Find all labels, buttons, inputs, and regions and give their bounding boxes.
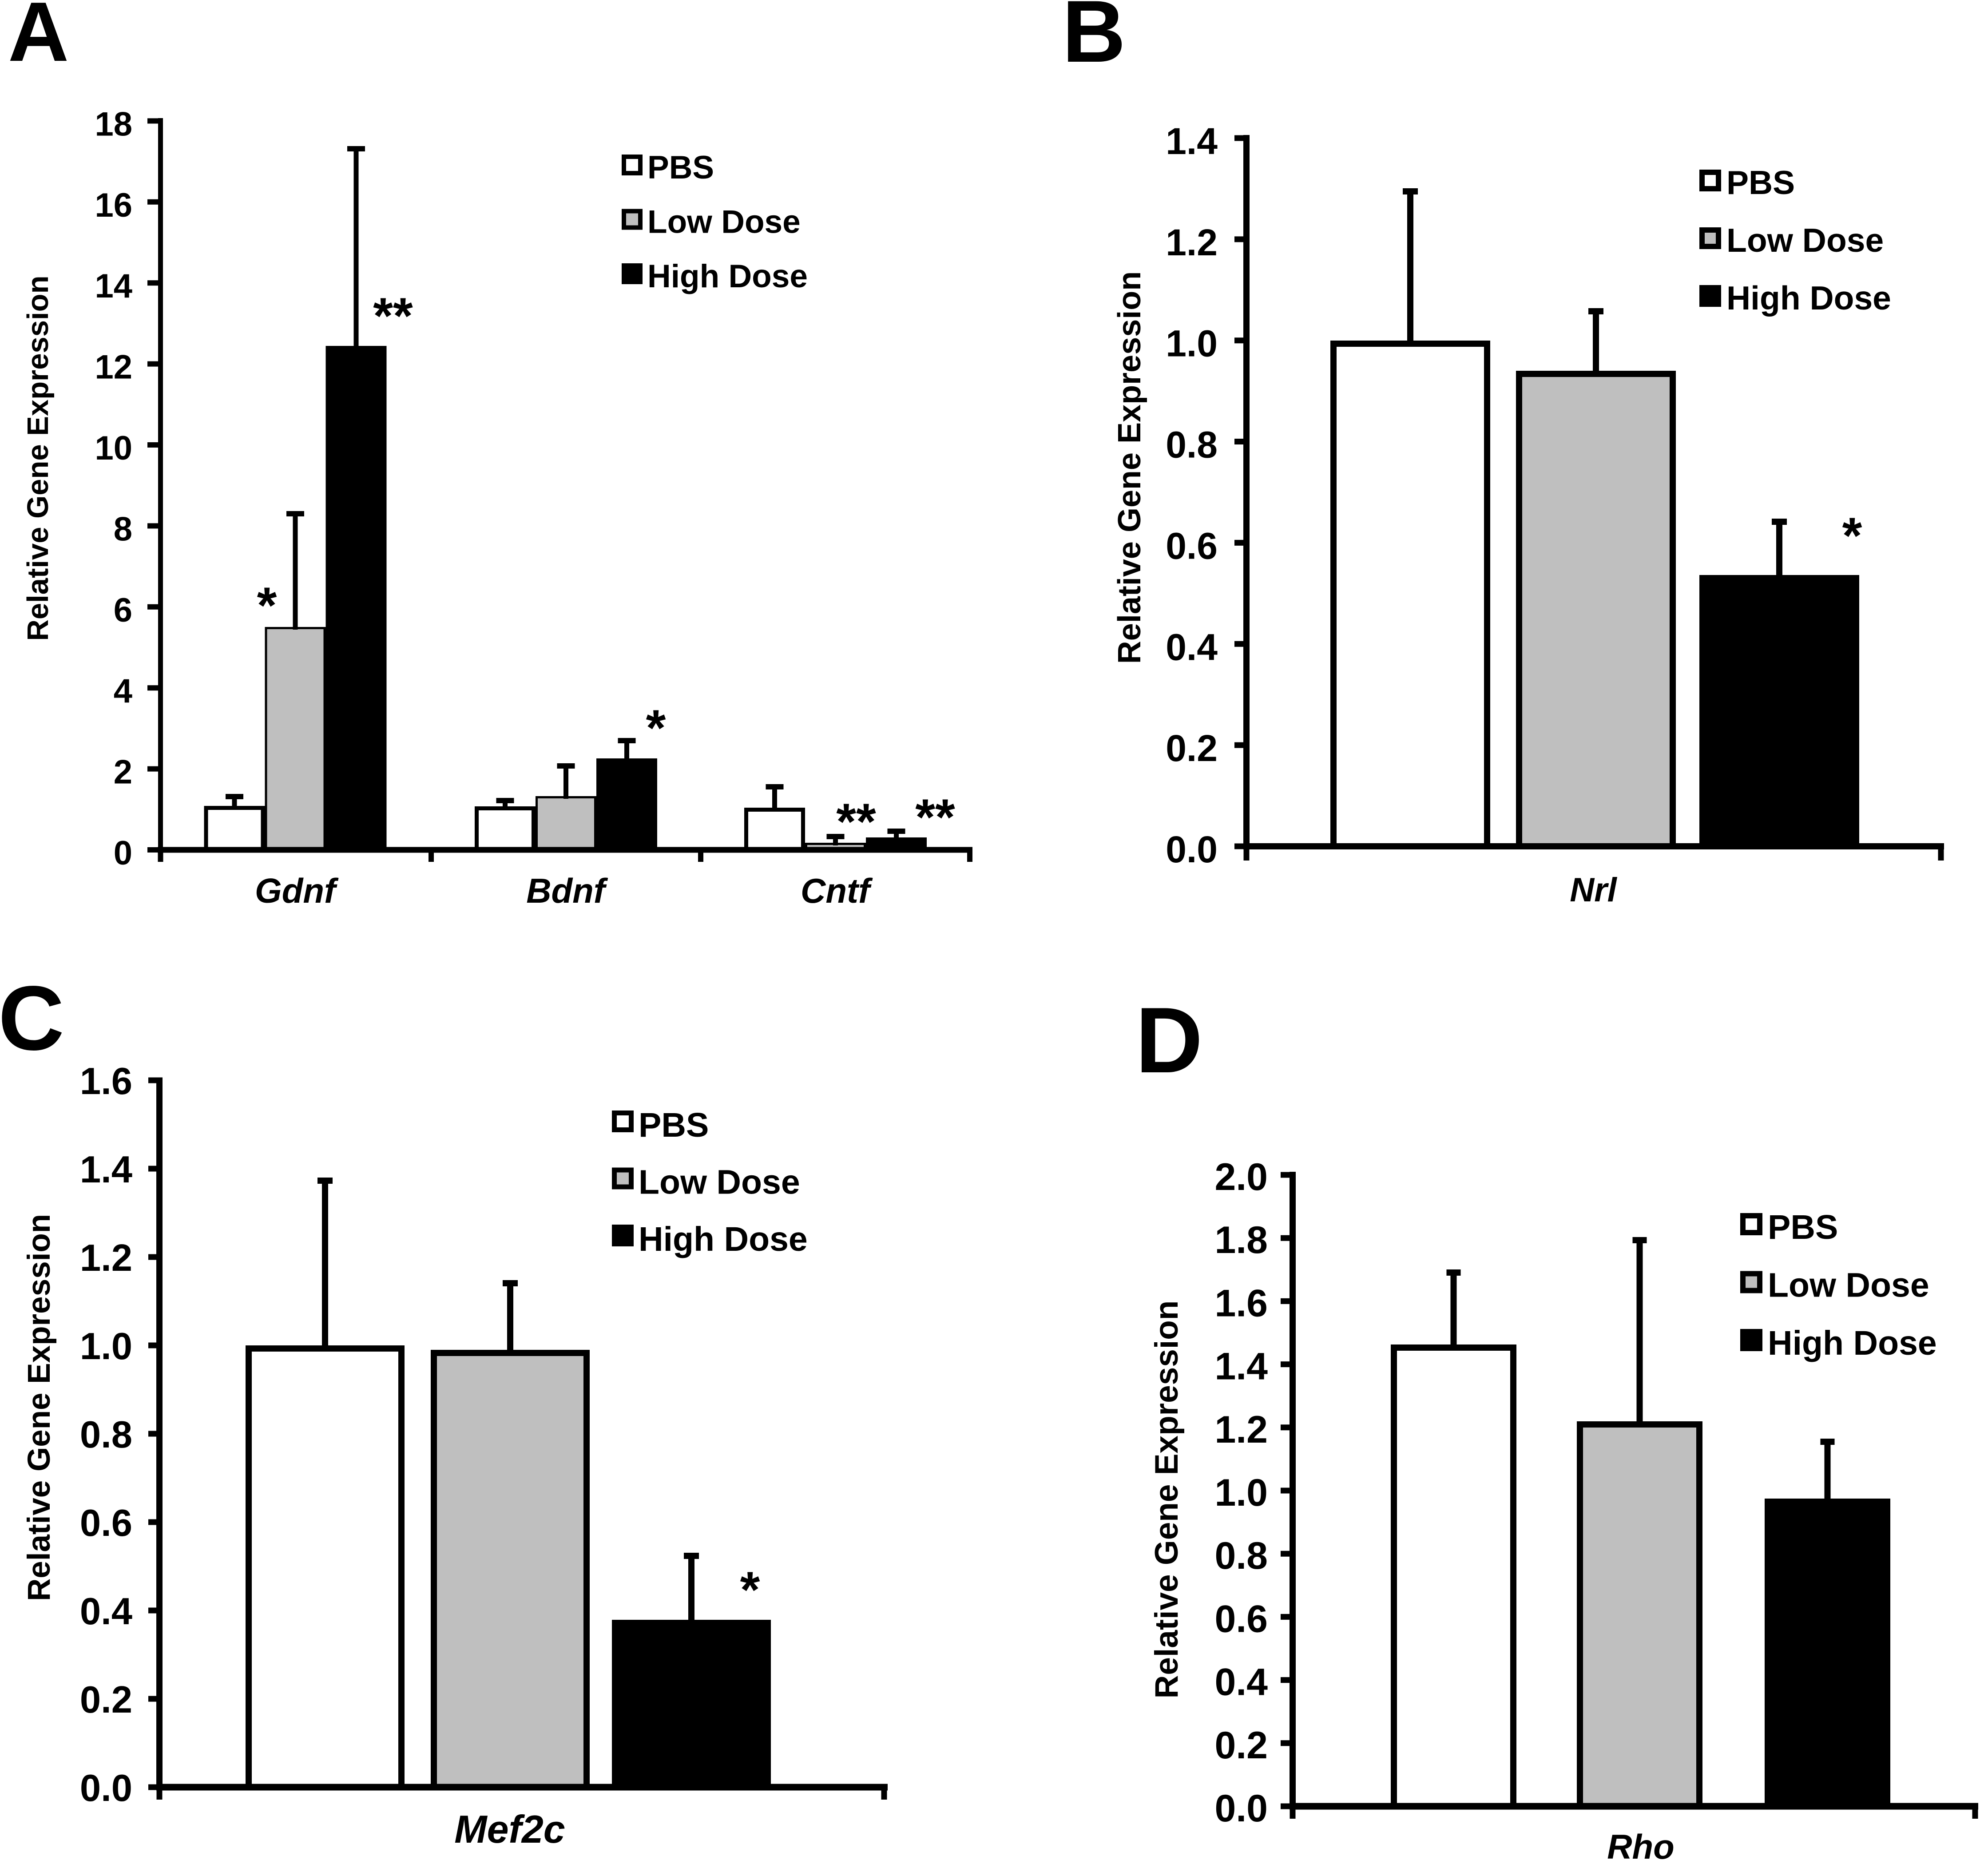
svg-text:*: * — [257, 577, 277, 634]
svg-text:Bdnf: Bdnf — [526, 871, 608, 910]
svg-text:*: * — [646, 700, 666, 757]
svg-text:0.4: 0.4 — [1166, 626, 1218, 668]
svg-text:Nrl: Nrl — [1570, 871, 1617, 909]
svg-text:A: A — [8, 0, 69, 79]
svg-text:High Dose: High Dose — [1726, 279, 1891, 317]
svg-text:Low Dose: Low Dose — [647, 204, 801, 240]
svg-text:Rho: Rho — [1607, 1827, 1675, 1862]
svg-text:0.6: 0.6 — [1214, 1598, 1268, 1640]
svg-text:1.4: 1.4 — [1214, 1345, 1268, 1388]
svg-text:0.2: 0.2 — [1166, 727, 1218, 769]
svg-text:Low Dose: Low Dose — [1768, 1266, 1929, 1305]
svg-text:PBS: PBS — [647, 150, 714, 186]
svg-text:10: 10 — [95, 429, 132, 467]
svg-text:1.2: 1.2 — [1166, 222, 1218, 263]
svg-text:High Dose: High Dose — [639, 1220, 808, 1258]
svg-text:Mef2c: Mef2c — [454, 1807, 565, 1851]
svg-text:0.2: 0.2 — [80, 1679, 132, 1721]
svg-text:0.6: 0.6 — [1166, 525, 1218, 567]
svg-text:B: B — [1062, 0, 1126, 80]
svg-text:2.0: 2.0 — [1214, 1156, 1268, 1198]
svg-text:14: 14 — [95, 267, 132, 305]
svg-text:Low Dose: Low Dose — [1726, 222, 1884, 259]
svg-text:2: 2 — [114, 754, 132, 791]
svg-text:High Dose: High Dose — [1768, 1324, 1937, 1362]
svg-text:0.8: 0.8 — [1166, 424, 1218, 466]
svg-text:PBS: PBS — [639, 1106, 709, 1144]
svg-text:Cntf: Cntf — [801, 871, 873, 910]
svg-text:1.2: 1.2 — [1214, 1408, 1268, 1451]
svg-text:1.4: 1.4 — [1166, 120, 1218, 162]
svg-text:**: ** — [915, 789, 955, 846]
svg-text:Relative Gene Expression: Relative Gene Expression — [21, 276, 55, 641]
svg-text:Relative Gene Expression: Relative Gene Expression — [1149, 1301, 1185, 1699]
svg-text:18: 18 — [95, 105, 132, 143]
svg-text:*: * — [740, 1562, 760, 1618]
svg-text:0.0: 0.0 — [1166, 829, 1218, 870]
svg-text:6: 6 — [114, 591, 132, 629]
svg-text:1.6: 1.6 — [80, 1060, 132, 1103]
svg-text:1.0: 1.0 — [80, 1325, 132, 1368]
svg-text:1.0: 1.0 — [1214, 1471, 1268, 1514]
svg-text:0: 0 — [114, 834, 132, 872]
svg-text:8: 8 — [114, 510, 132, 548]
svg-text:0.6: 0.6 — [80, 1502, 132, 1544]
svg-text:12: 12 — [95, 349, 132, 386]
svg-text:**: ** — [836, 793, 876, 850]
svg-text:1.0: 1.0 — [1166, 323, 1218, 365]
svg-text:1.6: 1.6 — [1214, 1282, 1268, 1325]
svg-text:0.8: 0.8 — [1214, 1535, 1268, 1577]
svg-text:PBS: PBS — [1768, 1208, 1838, 1246]
svg-text:1.4: 1.4 — [80, 1149, 132, 1191]
svg-text:0.2: 0.2 — [1214, 1724, 1268, 1767]
svg-text:C: C — [0, 967, 64, 1069]
svg-text:16: 16 — [95, 186, 132, 224]
svg-text:0.4: 0.4 — [1214, 1661, 1268, 1704]
svg-text:Relative Gene Expression: Relative Gene Expression — [22, 1214, 57, 1601]
svg-text:0.4: 0.4 — [80, 1590, 132, 1633]
svg-text:*: * — [1842, 508, 1862, 564]
svg-text:PBS: PBS — [1726, 164, 1795, 201]
svg-text:Relative Gene Expression: Relative Gene Expression — [1112, 271, 1147, 664]
svg-text:1.8: 1.8 — [1214, 1219, 1268, 1261]
svg-text:**: ** — [373, 288, 413, 345]
svg-text:0.8: 0.8 — [80, 1414, 132, 1456]
svg-text:Low Dose: Low Dose — [639, 1163, 800, 1202]
svg-text:4: 4 — [114, 672, 132, 710]
svg-text:D: D — [1135, 988, 1203, 1092]
svg-text:Gdnf: Gdnf — [255, 871, 339, 910]
svg-text:High Dose: High Dose — [647, 258, 808, 294]
svg-text:1.2: 1.2 — [80, 1237, 132, 1279]
svg-text:0.0: 0.0 — [80, 1767, 132, 1809]
svg-text:0.0: 0.0 — [1214, 1787, 1268, 1830]
